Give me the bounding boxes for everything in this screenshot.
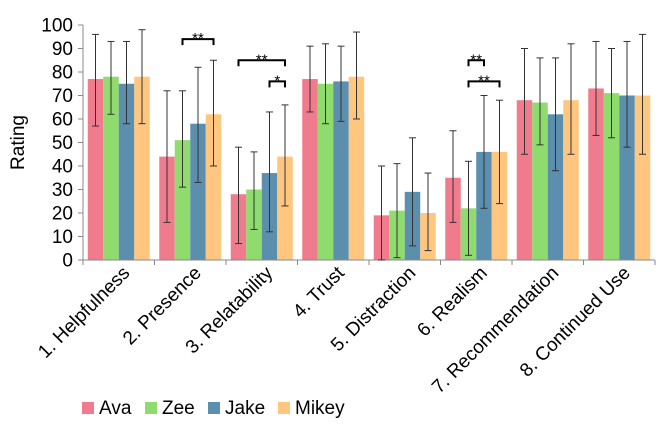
bar-mikey xyxy=(563,100,579,260)
legend-label-jake: Jake xyxy=(225,398,265,419)
bar-zee xyxy=(603,93,620,261)
significance-label: ** xyxy=(256,51,268,68)
legend-label-ava: Ava xyxy=(99,398,132,419)
legend-swatch-mikey xyxy=(278,402,290,414)
bar-mikey xyxy=(348,76,365,260)
legend-swatch-jake xyxy=(208,402,220,414)
legend-label-mikey: Mikey xyxy=(295,398,345,419)
bar-jake xyxy=(619,95,635,260)
bar-jake xyxy=(118,83,135,260)
bar-zee xyxy=(317,83,334,260)
significance-label: ** xyxy=(192,30,204,47)
bar-zee xyxy=(103,76,119,260)
y-tick-label: 70 xyxy=(52,86,73,107)
y-tick-label: 60 xyxy=(52,110,73,131)
bar-ava xyxy=(588,88,604,260)
bar-mikey xyxy=(634,95,651,260)
bar-ava xyxy=(516,100,533,260)
y-tick-label: 90 xyxy=(52,39,73,60)
legend-label-zee: Zee xyxy=(162,398,195,419)
significance-bracket xyxy=(467,59,485,67)
significance-bracket xyxy=(268,80,286,88)
bar-zee xyxy=(532,102,548,260)
bar-mikey xyxy=(205,114,222,260)
bar-ava xyxy=(302,79,318,260)
significance-bracket xyxy=(237,59,286,67)
bar-jake xyxy=(333,81,349,261)
bar-jake xyxy=(190,123,206,260)
significance-label: * xyxy=(274,72,280,89)
significance-label: ** xyxy=(470,51,482,68)
bar-jake xyxy=(547,114,564,260)
x-tick-label: 1. Helpfulness xyxy=(34,263,134,363)
bar-mikey xyxy=(491,151,508,260)
legend-swatch-zee xyxy=(145,402,157,414)
bar-zee xyxy=(174,140,191,260)
x-tick-label: 4. Trust xyxy=(289,262,349,322)
y-tick-label: 10 xyxy=(52,227,73,248)
y-tick-label: 100 xyxy=(41,16,73,37)
x-tick-label: 7. Recommendation xyxy=(428,263,563,398)
y-tick-label: 20 xyxy=(52,204,73,225)
x-tick-label: 6. Realism xyxy=(413,263,491,341)
bar-mikey xyxy=(134,76,150,260)
y-axis-title: Rating xyxy=(8,115,29,170)
significance-label: ** xyxy=(478,72,490,89)
significance-bracket xyxy=(467,80,501,88)
y-tick-label: 30 xyxy=(52,180,73,201)
bar-mikey xyxy=(277,156,293,260)
y-tick-label: 0 xyxy=(62,251,73,272)
y-tick-label: 50 xyxy=(52,133,73,154)
legend-swatch-ava xyxy=(82,402,94,414)
y-tick-label: 80 xyxy=(52,63,73,84)
y-tick-label: 40 xyxy=(52,157,73,178)
bar-ava xyxy=(87,79,104,260)
significance-bracket xyxy=(181,38,215,46)
